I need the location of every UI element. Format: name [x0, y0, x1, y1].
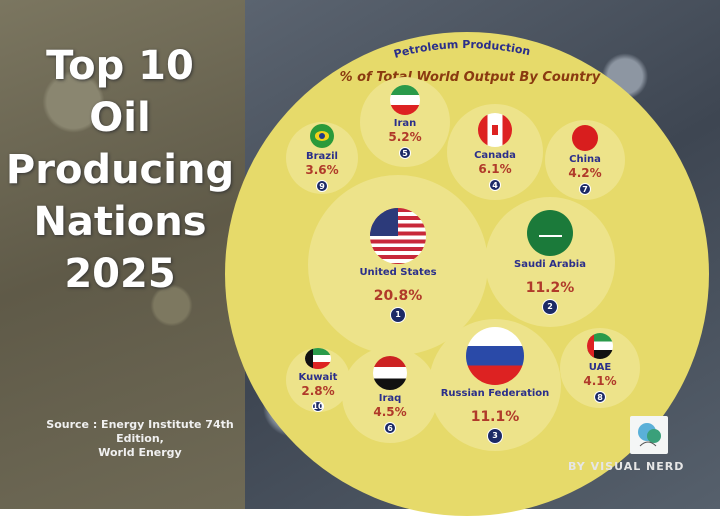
- country-percent: 11.1%: [470, 408, 520, 425]
- background-left: [0, 0, 245, 509]
- source-line: Source : Energy Institute 74th: [46, 418, 234, 431]
- saudi-flag-icon: [527, 209, 573, 256]
- country-percent: 2.8%: [301, 384, 335, 398]
- bubble-canada: Canada 6.1% 4: [447, 104, 543, 200]
- us-flag-icon: [370, 207, 426, 264]
- bubble-united-states: United States 20.8% 1: [308, 175, 488, 355]
- rank-badge: 7: [579, 183, 591, 195]
- country-percent: 4.5%: [373, 405, 407, 419]
- rank-badge: 9: [316, 180, 328, 192]
- kuwait-flag-icon: [305, 348, 331, 369]
- bubble-kuwait: Kuwait 2.8% 10: [286, 348, 350, 412]
- country-percent: 5.2%: [388, 130, 422, 144]
- rank-badge: 1: [390, 306, 406, 323]
- rank-badge: 5: [399, 147, 411, 159]
- svg-text:Petroleum Production: Petroleum Production: [392, 38, 531, 61]
- country-name: Russian Federation: [440, 387, 550, 399]
- title-line: 2025: [64, 251, 176, 297]
- source-line: Edition,: [116, 432, 164, 445]
- rank-badge: 10: [312, 401, 324, 412]
- title-line: Producing: [5, 147, 235, 193]
- rank-badge: 3: [487, 427, 503, 444]
- country-name: Brazil: [306, 151, 338, 162]
- bubble-iran: Iran 5.2% 5: [360, 77, 450, 167]
- credit: BY VISUAL NERD: [568, 460, 685, 473]
- country-percent: 11.2%: [525, 279, 575, 296]
- bubble-iraq: Iraq 4.5% 6: [342, 347, 438, 443]
- china-flag-icon: [572, 125, 598, 151]
- country-name: United States: [359, 266, 437, 278]
- bubble-china: China 4.2% 7: [545, 120, 625, 200]
- uae-flag-icon: [587, 333, 613, 359]
- country-name: China: [569, 154, 601, 165]
- bubble-saudi-arabia: Saudi Arabia 11.2% 2: [485, 197, 615, 327]
- title-line: Oil: [89, 95, 151, 141]
- bubble-russian-federation: Russian Federation 11.1% 3: [429, 319, 561, 451]
- canada-flag-icon: [478, 113, 512, 147]
- russia-flag-icon: [466, 326, 524, 385]
- brazil-flag-icon: [310, 124, 334, 148]
- rank-badge: 4: [489, 179, 501, 191]
- iran-flag-icon: [390, 85, 420, 115]
- country-name: Saudi Arabia: [514, 258, 586, 270]
- country-name: Iran: [393, 118, 417, 129]
- rank-badge: 6: [384, 422, 396, 434]
- source-note: Source : Energy Institute 74th Edition, …: [20, 418, 260, 460]
- rank-badge: 8: [594, 391, 606, 403]
- chart-title: Petroleum Production: [392, 38, 531, 61]
- title-line: Top 10: [46, 43, 194, 89]
- visual-nerd-logo: [630, 416, 668, 454]
- bubble-uae: UAE 4.1% 8: [560, 328, 640, 408]
- chart-subtitle: % of Total World Output By Country: [339, 70, 601, 85]
- country-percent: 3.6%: [305, 163, 339, 177]
- country-name: UAE: [588, 362, 612, 373]
- country-name: Kuwait: [298, 372, 338, 383]
- iraq-flag-icon: [373, 356, 407, 390]
- country-name: Canada: [474, 150, 516, 161]
- country-name: Iraq: [378, 393, 402, 404]
- country-percent: 4.1%: [583, 374, 617, 388]
- rank-badge: 2: [542, 298, 558, 315]
- country-percent: 20.8%: [373, 287, 423, 304]
- source-line: World Energy: [98, 446, 182, 459]
- bubble-brazil: Brazil 3.6% 9: [286, 122, 358, 194]
- main-title: Top 10 Oil Producing Nations 2025: [0, 40, 240, 300]
- country-percent: 4.2%: [568, 166, 602, 180]
- title-line: Nations: [33, 199, 207, 245]
- country-percent: 6.1%: [478, 162, 512, 176]
